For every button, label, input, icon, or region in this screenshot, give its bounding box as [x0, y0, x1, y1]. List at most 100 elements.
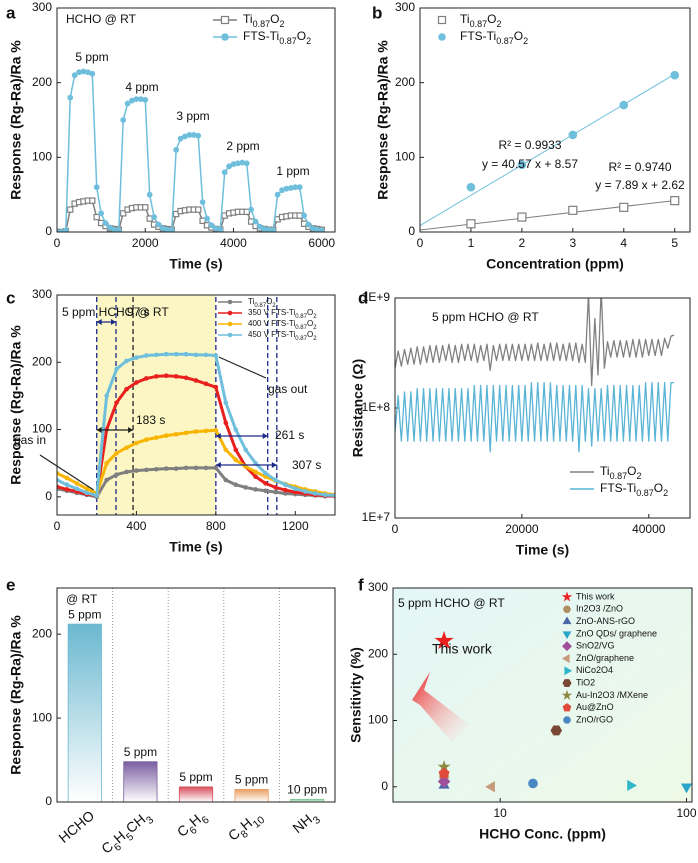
x-tick-label: 0 — [54, 236, 61, 250]
marker — [302, 489, 308, 494]
marker — [322, 492, 328, 498]
r2-label: R² = 0.9933 — [498, 138, 561, 152]
x-tick-label: 1 — [468, 236, 475, 250]
marker — [217, 226, 224, 232]
marker — [199, 199, 206, 206]
plot-area — [420, 70, 680, 231]
marker — [273, 485, 278, 490]
panel-letter: e — [6, 575, 15, 594]
marker — [67, 206, 74, 213]
legend-label: ZnO/rGO — [576, 714, 613, 724]
x-tick-label: 2000 — [132, 236, 159, 250]
marker — [142, 96, 149, 103]
marker — [163, 466, 169, 471]
bar — [178, 786, 214, 802]
y-tick-label: 200 — [32, 354, 52, 368]
x-tick-label: 800 — [206, 519, 226, 533]
annotation: 1 ppm — [276, 164, 309, 178]
marker — [114, 472, 119, 477]
marker — [223, 477, 229, 483]
legend-label: 400 V FTS-Ti0.87O2 — [248, 319, 317, 330]
marker — [203, 465, 209, 471]
legend-label: This work — [576, 591, 615, 601]
x-tick-label: 400 — [126, 519, 146, 533]
y-axis-title: Response (Rg-Ra)/Ra % — [8, 615, 24, 775]
fit-line — [420, 73, 675, 227]
marker — [144, 467, 149, 473]
marker — [318, 227, 325, 232]
marker — [163, 433, 169, 438]
marker — [485, 781, 495, 793]
x-tick-label: C6H5CH3 — [98, 807, 156, 858]
panel-letter: d — [358, 288, 368, 307]
marker — [193, 378, 199, 383]
marker — [562, 641, 572, 652]
marker — [568, 205, 578, 215]
marker — [562, 679, 572, 688]
decor-arrow — [412, 672, 470, 742]
fit-equation: y = 7.89 x + 2.62 — [595, 178, 685, 192]
annotation: 97 s — [127, 305, 150, 319]
annotation: 261 s — [275, 428, 304, 442]
legend-label: ZnO QDs/ graphene — [576, 628, 657, 638]
marker — [517, 160, 527, 170]
legend-label: FTS-Ti0.87O2 — [243, 29, 311, 46]
y-tick-label: 100 — [32, 710, 52, 724]
marker — [248, 206, 255, 213]
y-tick-label: 100 — [32, 422, 52, 436]
plot-area — [57, 68, 325, 232]
marker — [305, 221, 312, 228]
legend-label: Ti0.87O2 — [600, 464, 641, 481]
fit-equation: y = 40.57 x + 8.57 — [482, 157, 578, 171]
series-line — [395, 382, 675, 453]
arrow — [218, 356, 267, 379]
marker — [104, 477, 109, 483]
marker — [233, 427, 239, 432]
marker — [223, 400, 229, 405]
fit-line — [420, 200, 675, 231]
annotation: 5 ppm — [75, 50, 108, 64]
arrow-head — [96, 427, 102, 433]
x-tick-label: 5 — [671, 236, 678, 250]
marker — [561, 654, 570, 663]
plot-area — [67, 623, 325, 802]
legend-label: In2O3 /ZnO — [576, 604, 623, 614]
annotation: 5 ppm HCHO @ RT — [432, 310, 539, 324]
bar — [123, 761, 158, 802]
marker — [183, 375, 189, 381]
marker — [144, 437, 149, 442]
marker — [273, 489, 278, 495]
bar — [290, 799, 325, 802]
marker — [627, 779, 637, 792]
marker — [296, 184, 303, 191]
marker — [203, 428, 209, 434]
marker — [153, 374, 159, 379]
marker — [124, 358, 129, 364]
marker — [227, 299, 233, 305]
x-axis-title: Time (s) — [169, 256, 222, 272]
bar — [234, 789, 269, 802]
x-tick-label: 6000 — [308, 236, 335, 250]
annotation: gas out — [268, 382, 308, 396]
marker — [93, 184, 100, 191]
concentration-label: 5 ppm — [124, 745, 157, 759]
legend-label: ZnO-ANS-rGO — [576, 616, 635, 626]
panel-letter: a — [6, 3, 16, 22]
y-axis-title: Response (Rg-Ra)/Ra % — [375, 40, 391, 200]
marker — [114, 366, 119, 372]
x-tick-label: 2 — [519, 236, 526, 250]
marker — [233, 482, 239, 488]
annotation: 307 s — [292, 458, 321, 472]
marker — [163, 351, 169, 357]
marker — [142, 204, 149, 211]
arrow-head — [215, 462, 221, 468]
marker — [223, 447, 229, 453]
y-tick-label: 200 — [32, 75, 52, 89]
marker — [438, 33, 446, 41]
marker — [94, 493, 100, 498]
x-axis-title: HCHO Conc. (ppm) — [479, 826, 606, 842]
marker — [263, 481, 268, 486]
marker — [134, 380, 139, 385]
legend-label: Au-In2O3 /MXene — [576, 690, 648, 700]
